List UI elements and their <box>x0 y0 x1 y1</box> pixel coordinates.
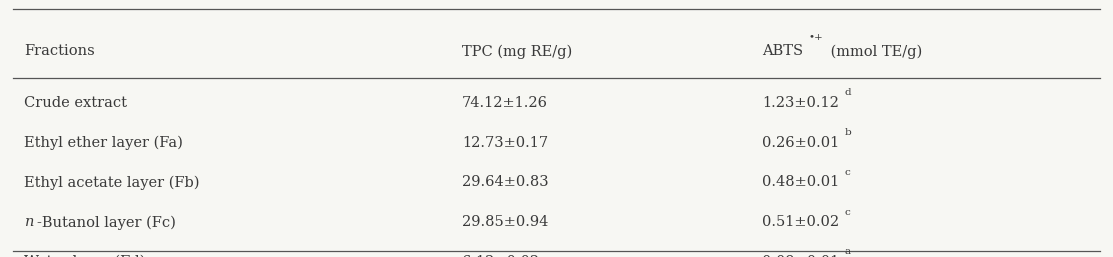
Text: a: a <box>845 247 850 256</box>
Text: 0.09±0.01: 0.09±0.01 <box>762 255 839 257</box>
Text: 29.85±0.94: 29.85±0.94 <box>462 215 549 229</box>
Text: Water layer (Fd): Water layer (Fd) <box>24 255 146 257</box>
Text: 29.64±0.83: 29.64±0.83 <box>462 176 549 189</box>
Text: Fractions: Fractions <box>24 44 96 58</box>
Text: 0.48±0.01: 0.48±0.01 <box>762 176 839 189</box>
Text: c: c <box>845 168 850 177</box>
Text: (mmol TE/g): (mmol TE/g) <box>826 44 923 59</box>
Text: b: b <box>845 128 851 137</box>
Text: Crude extract: Crude extract <box>24 96 128 110</box>
Text: d: d <box>845 88 851 97</box>
Text: Ethyl ether layer (Fa): Ethyl ether layer (Fa) <box>24 135 184 150</box>
Text: 12.73±0.17: 12.73±0.17 <box>462 136 548 150</box>
Text: Ethyl acetate layer (Fb): Ethyl acetate layer (Fb) <box>24 175 200 190</box>
Text: 0.26±0.01: 0.26±0.01 <box>762 136 839 150</box>
Text: 1.23±0.12: 1.23±0.12 <box>762 96 839 110</box>
Text: TPC (mg RE/g): TPC (mg RE/g) <box>462 44 572 59</box>
Text: 6.12±0.02: 6.12±0.02 <box>462 255 539 257</box>
Text: ABTS: ABTS <box>762 44 804 58</box>
Text: n: n <box>24 215 33 229</box>
Text: •+: •+ <box>808 33 824 42</box>
Text: -Butanol layer (Fc): -Butanol layer (Fc) <box>37 215 176 230</box>
Text: 0.51±0.02: 0.51±0.02 <box>762 215 839 229</box>
Text: 74.12±1.26: 74.12±1.26 <box>462 96 548 110</box>
Text: c: c <box>845 207 850 217</box>
